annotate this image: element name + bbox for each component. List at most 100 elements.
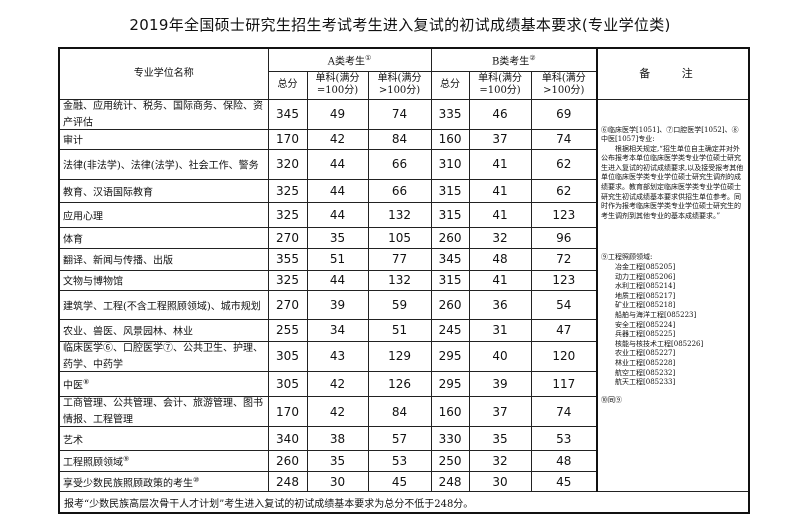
footer-note: 报考“少数民族高层次骨干人才计划”考生进入复试的初试成绩基本要求为总分不低于24…	[58, 491, 750, 514]
b-single-gt100-score: 48	[530, 450, 598, 473]
degree-name: 中医⑧	[58, 371, 269, 398]
b-single-100-score: 32	[468, 450, 532, 473]
a-total-score: 325	[267, 178, 308, 203]
degree-name: 建筑学、工程(不含工程照顾领域)、城市规划	[58, 289, 269, 320]
a-single-gt100-score: 132	[367, 269, 432, 291]
a-single-100-score: 35	[306, 226, 369, 249]
engineering-field: 地质工程[085217]	[615, 291, 676, 300]
a-single-100-score: 44	[306, 178, 369, 203]
a-single-gt100-score: 59	[367, 289, 432, 320]
a-single-100-score: 35	[306, 450, 369, 473]
a-single-gt100-score: 132	[367, 201, 432, 228]
b-single-100-score: 41	[468, 269, 532, 291]
header-b-total: 总分	[430, 70, 470, 100]
b-total-score: 345	[430, 247, 470, 271]
a-single-100-score: 38	[306, 426, 369, 452]
engineering-field: 兵器工程[085225]	[615, 330, 676, 339]
b-total-score: 295	[430, 340, 470, 373]
b-total-score: 315	[430, 269, 470, 291]
b-single-100-score: 37	[468, 396, 532, 428]
b-single-gt100-score: 54	[530, 289, 598, 320]
b-single-gt100-score: 47	[530, 318, 598, 342]
header-a-single-100: 单科(满分=100分)	[306, 70, 369, 100]
a-single-100-score: 44	[306, 148, 369, 180]
engineering-field: 矿业工程[085218]	[615, 301, 676, 310]
b-single-gt100-score: 45	[530, 471, 598, 493]
b-total-score: 335	[430, 98, 470, 130]
b-single-gt100-score: 53	[530, 426, 598, 452]
b-single-100-score: 41	[468, 148, 532, 180]
a-total-score: 355	[267, 247, 308, 271]
table-row: 体育 270 35 105 260 32 96	[58, 226, 749, 249]
degree-name: 法律(非法学)、法律(法学)、社会工作、警务	[58, 148, 269, 180]
engineering-field: 船舶与海洋工程[085223]	[615, 311, 697, 319]
engineering-field: 动力工程[085206]	[615, 272, 676, 281]
a-single-100-score: 34	[306, 318, 369, 342]
a-total-score: 325	[267, 201, 308, 228]
b-single-100-score: 48	[468, 247, 532, 271]
table-row: 临床医学⑥、口腔医学⑦、公共卫生、护理、药学、中药学 305 43 129 295 40 1…	[58, 340, 749, 373]
a-single-100-score: 44	[306, 201, 369, 228]
a-single-gt100-score: 53	[367, 450, 432, 473]
table-row: 艺术 340 38 57 330 35 53	[58, 426, 749, 452]
a-single-100-score: 49	[306, 98, 369, 130]
degree-name: 审计	[58, 128, 269, 150]
a-single-100-score: 39	[306, 289, 369, 320]
a-single-gt100-score: 84	[367, 396, 432, 428]
b-total-score: 295	[430, 371, 470, 398]
a-single-gt100-score: 74	[367, 98, 432, 130]
a-single-100-score: 43	[306, 340, 369, 373]
b-single-100-score: 36	[468, 289, 532, 320]
degree-name: 应用心理	[58, 201, 269, 228]
a-single-100-score: 51	[306, 247, 369, 271]
b-total-score: 245	[430, 318, 470, 342]
b-single-gt100-score: 123	[530, 201, 598, 228]
a-single-gt100-score: 66	[367, 178, 432, 203]
engineering-field: 冶金工程[085205]	[615, 263, 676, 272]
a-single-gt100-score: 57	[367, 426, 432, 452]
b-single-gt100-score: 62	[530, 148, 598, 180]
b-single-gt100-score: 120	[530, 340, 598, 373]
table-row: 金融、应用统计、税务、国际商务、保险、资产评估 345 49 74 335 46 69 ⑥临…	[58, 98, 750, 493]
b-single-100-score: 32	[468, 226, 532, 249]
a-single-gt100-score: 66	[367, 148, 432, 180]
header-remarks: 备 注	[596, 47, 750, 100]
table-row: 工商管理、公共管理、会计、旅游管理、图书情报、工程管理 170 42 84 160 37 7…	[58, 396, 749, 428]
b-total-score: 260	[430, 289, 470, 320]
header-group-b: B类考生②	[430, 47, 598, 72]
a-total-score: 170	[267, 396, 308, 428]
a-total-score: 345	[267, 98, 308, 130]
degree-name: 农业、兽医、风景园林、林业	[58, 318, 269, 342]
remark-engineering-head: ⑨工程照顾领域:	[601, 253, 653, 262]
degree-name: 翻译、新闻与传播、出版	[58, 247, 269, 271]
b-single-gt100-score: 123	[530, 269, 598, 291]
remark-same-as: ⑩同⑨	[601, 395, 623, 404]
a-total-score: 270	[267, 226, 308, 249]
b-total-score: 310	[430, 148, 470, 180]
header-a-total: 总分	[267, 70, 308, 100]
table-row: 工程照顾领域⑨ 260 35 53 250 32 48	[58, 450, 749, 473]
header-group-a: A类考生①	[267, 47, 432, 72]
degree-name: 艺术	[58, 426, 269, 452]
a-single-gt100-score: 51	[367, 318, 432, 342]
b-single-gt100-score: 117	[530, 371, 598, 398]
b-total-score: 160	[430, 396, 470, 428]
b-single-100-score: 30	[468, 471, 532, 493]
b-single-100-score: 31	[468, 318, 532, 342]
a-total-score: 255	[267, 318, 308, 342]
b-total-score: 250	[430, 450, 470, 473]
a-single-gt100-score: 84	[367, 128, 432, 150]
degree-name: 金融、应用统计、税务、国际商务、保险、资产评估	[58, 98, 269, 130]
b-single-gt100-score: 96	[530, 226, 598, 249]
b-total-score: 315	[430, 201, 470, 228]
b-single-gt100-score: 62	[530, 178, 598, 203]
table-row: 应用心理 325 44 132 315 41 123	[58, 201, 749, 228]
b-single-100-score: 41	[468, 201, 532, 228]
remark-medical-body: 根据相关规定,“招生单位自主确定并对外公布报考本单位临床医学类专业学位硕士研究生…	[601, 144, 744, 220]
b-single-100-score: 46	[468, 98, 532, 130]
table-row: 建筑学、工程(不含工程照顾领域)、城市规划 270 39 59 260 36 54	[58, 289, 749, 320]
b-single-100-score: 35	[468, 426, 532, 452]
a-single-100-score: 30	[306, 471, 369, 493]
b-single-gt100-score: 74	[530, 396, 598, 428]
a-total-score: 305	[267, 340, 308, 373]
